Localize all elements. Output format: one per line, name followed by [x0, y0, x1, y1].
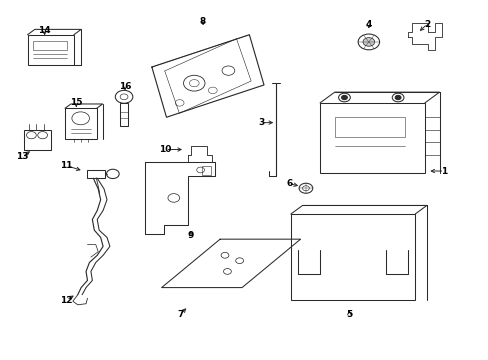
Text: 6: 6: [285, 179, 292, 188]
Text: 13: 13: [17, 152, 29, 161]
Text: 10: 10: [159, 145, 171, 154]
Text: 14: 14: [38, 26, 51, 35]
Bar: [24, 130, 51, 149]
Bar: [33, 41, 67, 50]
Bar: [120, 103, 128, 126]
Text: 3: 3: [258, 118, 264, 127]
Text: 4: 4: [365, 19, 371, 28]
Bar: [27, 35, 74, 65]
Text: 12: 12: [60, 296, 73, 305]
Text: 5: 5: [346, 310, 352, 319]
Bar: [202, 166, 210, 175]
Bar: [334, 117, 405, 137]
Circle shape: [341, 95, 346, 100]
Bar: [290, 214, 414, 300]
Text: 11: 11: [60, 161, 73, 170]
Text: 2: 2: [424, 19, 429, 28]
Bar: [87, 170, 104, 178]
Text: 16: 16: [119, 82, 131, 91]
Text: 15: 15: [70, 98, 82, 107]
Circle shape: [362, 38, 374, 46]
Circle shape: [394, 95, 400, 100]
Text: 8: 8: [200, 17, 206, 26]
Bar: [65, 108, 97, 139]
Text: 7: 7: [177, 310, 183, 319]
Text: 9: 9: [187, 231, 194, 240]
Bar: [320, 103, 424, 173]
Text: 1: 1: [440, 167, 447, 176]
